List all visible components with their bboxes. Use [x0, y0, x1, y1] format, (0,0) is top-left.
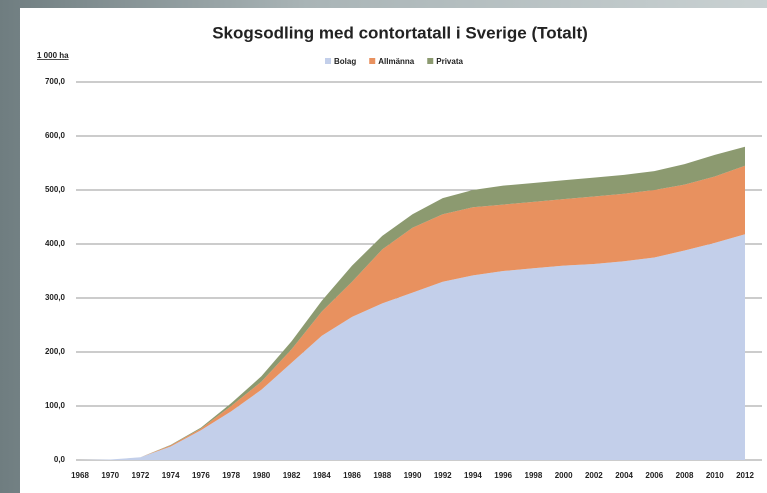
x-tick-label: 1968: [71, 471, 89, 480]
x-tick-label: 1998: [525, 471, 543, 480]
x-tick-label: 2004: [615, 471, 633, 480]
x-tick-label: 1986: [343, 471, 361, 480]
x-tick-label: 1972: [132, 471, 150, 480]
legend-swatch: [325, 58, 331, 64]
legend-swatch: [369, 58, 376, 64]
legend-label: Privata: [436, 57, 463, 66]
y-axis-label: 1 000 ha: [37, 51, 69, 60]
y-tick-label: 600,0: [45, 131, 66, 140]
area: [80, 234, 745, 460]
x-tick-label: 2000: [555, 471, 573, 480]
y-tick-label: 700,0: [45, 77, 66, 86]
x-tick-label: 2006: [645, 471, 663, 480]
x-tick-label: 1978: [222, 471, 240, 480]
y-tick-label: 200,0: [45, 347, 66, 356]
legend-swatch: [427, 58, 434, 64]
legend-label: Bolag: [334, 57, 356, 66]
x-tick-label: 1994: [464, 471, 482, 480]
x-tick-label: 1996: [494, 471, 512, 480]
area: [80, 146, 745, 461]
y-tick-label: 300,0: [45, 293, 66, 302]
chart-title: Skogsodling med contortatall i Sverige (…: [212, 23, 588, 42]
x-tick-label: 1988: [373, 471, 391, 480]
y-tick-label: 500,0: [45, 185, 66, 194]
x-tick-label: 2012: [736, 471, 754, 480]
x-tick-label: 1976: [192, 471, 210, 480]
x-tick-label: 1984: [313, 471, 331, 480]
y-tick-label: 100,0: [45, 401, 66, 410]
y-tick-label: 0,0: [54, 455, 66, 464]
x-tick-label: 1990: [404, 471, 422, 480]
x-tick-label: 1982: [283, 471, 301, 480]
legend-label: Allmänna: [378, 57, 415, 66]
y-tick-label: 400,0: [45, 239, 66, 248]
x-tick-label: 2002: [585, 471, 603, 480]
x-tick-label: 1980: [252, 471, 270, 480]
x-tick-label: 2010: [706, 471, 724, 480]
x-tick-label: 1970: [101, 471, 119, 480]
x-tick-label: 2008: [676, 471, 694, 480]
area: [80, 165, 745, 460]
x-tick-label: 1974: [162, 471, 180, 480]
x-tick-label: 1992: [434, 471, 452, 480]
